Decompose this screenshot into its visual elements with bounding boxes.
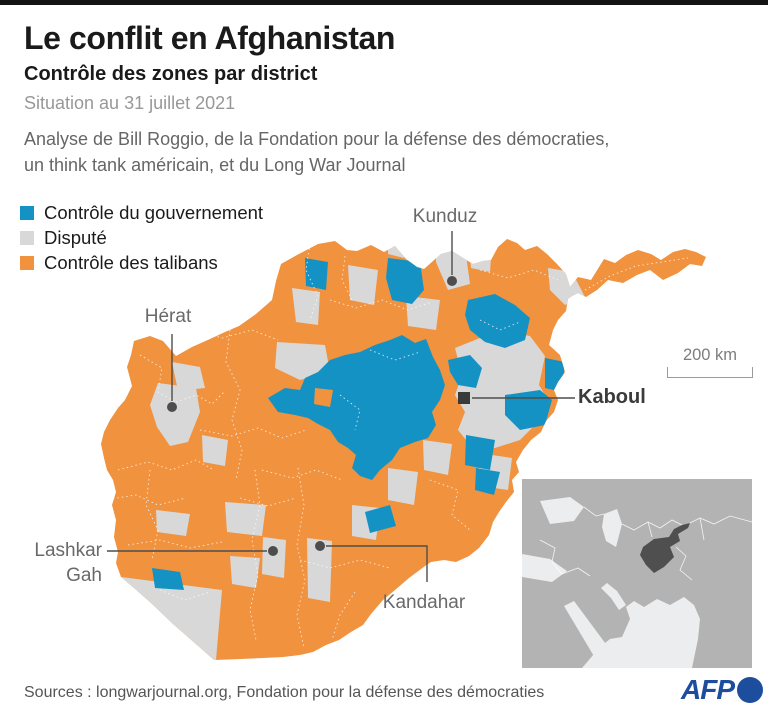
taliban-enclave-district <box>314 388 333 407</box>
top-accent-bar <box>0 0 768 5</box>
inset-water <box>522 497 700 668</box>
kandahar-marker-dot <box>315 541 325 551</box>
legend: Contrôle du gouvernement Disputé Contrôl… <box>20 200 263 275</box>
taliban-color-swatch <box>20 255 34 270</box>
disputed-color-swatch <box>20 230 34 245</box>
locator-inset-map <box>522 479 753 668</box>
herat-marker-dot <box>167 402 177 412</box>
page-subtitle: Contrôle des zones par district <box>24 63 318 85</box>
afp-logo-circle <box>737 677 763 703</box>
city-label-kaboul: Kaboul <box>578 386 646 408</box>
page-title: Le conflit en Afghanistan <box>24 20 396 56</box>
afp-logo: AFP <box>681 674 763 706</box>
kaboul-marker-square <box>458 392 470 404</box>
afp-logo-text: AFP <box>681 674 735 705</box>
scale-bar: 200 km <box>667 346 753 378</box>
legend-row-disputed: Disputé <box>20 225 263 250</box>
legend-label-disputed: Disputé <box>44 226 107 248</box>
inset-afghanistan-shape <box>640 523 690 573</box>
government-color-swatch <box>20 205 34 220</box>
city-label-lashkar-gah: Lashkar Gah <box>34 540 102 586</box>
city-label-kandahar: Kandahar <box>382 592 466 613</box>
lashkar-gah-marker-dot <box>268 546 278 556</box>
legend-label-taliban: Contrôle des talibans <box>44 251 218 273</box>
sources-text: Sources : longwarjournal.org, Fondation … <box>24 684 545 701</box>
city-label-kunduz: Kunduz <box>412 206 478 227</box>
city-label-herat: Hérat <box>144 306 192 327</box>
kandahar-leader-line <box>326 545 428 582</box>
kunduz-marker-dot <box>447 276 457 286</box>
date-note: Situation au 31 juillet 2021 <box>24 93 236 113</box>
legend-label-government: Contrôle du gouvernement <box>44 201 264 223</box>
legend-row-taliban: Contrôle des talibans <box>20 250 263 275</box>
city-markers <box>107 231 575 582</box>
scale-bracket <box>667 367 753 378</box>
scale-label: 200 km <box>682 346 738 364</box>
government-districts <box>152 258 565 590</box>
legend-row-government: Contrôle du gouvernement <box>20 200 263 225</box>
inset-country-borders <box>539 506 753 581</box>
analysis-note: Analyse de Bill Roggio, de la Fondation … <box>24 129 610 175</box>
